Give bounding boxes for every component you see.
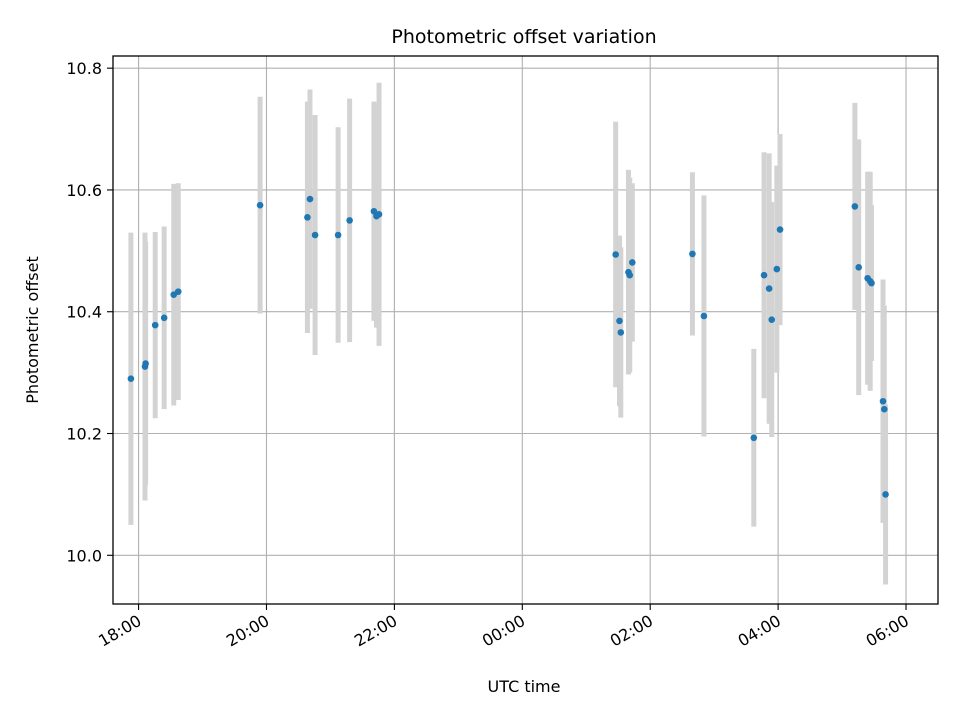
data-point	[879, 397, 887, 405]
x-tick-label: 02:00	[607, 611, 656, 651]
chart-title: Photometric offset variation	[391, 26, 656, 48]
data-point	[776, 226, 784, 233]
data-point	[882, 491, 889, 498]
error-bars	[128, 82, 889, 585]
data-point	[346, 217, 353, 224]
y-tick-label: 10.2	[66, 425, 102, 444]
data-point	[304, 214, 311, 221]
data-points	[127, 195, 889, 498]
x-tick-label: 06:00	[863, 611, 912, 651]
data-point	[311, 231, 319, 239]
x-tick-label: 00:00	[479, 611, 528, 651]
data-point	[689, 250, 696, 258]
data-point	[750, 434, 758, 442]
data-point	[617, 329, 625, 336]
data-point	[768, 316, 776, 323]
data-point	[868, 279, 875, 287]
data-point	[626, 271, 634, 279]
x-tick-label: 22:00	[351, 611, 400, 651]
data-point	[765, 285, 773, 292]
x-tick-label: 20:00	[223, 611, 272, 651]
x-axis-ticks: 18:00 20:00 22:00 00:00 02:00 04:00 06:00	[95, 604, 912, 651]
data-point	[334, 231, 342, 239]
data-point	[700, 312, 708, 320]
y-axis-label: Photometric offset	[23, 256, 42, 404]
data-point	[612, 251, 619, 258]
data-point	[880, 405, 888, 413]
x-axis-label: UTC time	[488, 677, 561, 696]
x-tick-label: 18:00	[95, 611, 144, 651]
y-tick-label: 10.6	[66, 181, 102, 200]
data-point	[773, 265, 781, 273]
data-point	[629, 259, 636, 266]
data-point	[256, 201, 264, 209]
data-point	[851, 203, 859, 210]
data-point	[616, 317, 623, 325]
data-point	[306, 195, 314, 203]
y-tick-label: 10.0	[66, 546, 102, 565]
y-tick-label: 10.4	[66, 303, 102, 322]
data-point	[370, 207, 378, 215]
grid	[113, 56, 938, 604]
data-point	[760, 271, 768, 279]
y-tick-label: 10.8	[66, 59, 102, 78]
data-point	[127, 375, 135, 383]
plot-frame	[112, 55, 939, 605]
y-axis-ticks: 10.0 10.2 10.4 10.6 10.8	[66, 59, 113, 565]
data-point	[142, 360, 149, 367]
data-point	[375, 211, 383, 218]
data-point	[160, 314, 168, 322]
data-point	[174, 288, 182, 295]
data-point	[151, 321, 159, 329]
x-tick-label: 04:00	[735, 611, 784, 651]
data-point	[855, 263, 862, 271]
